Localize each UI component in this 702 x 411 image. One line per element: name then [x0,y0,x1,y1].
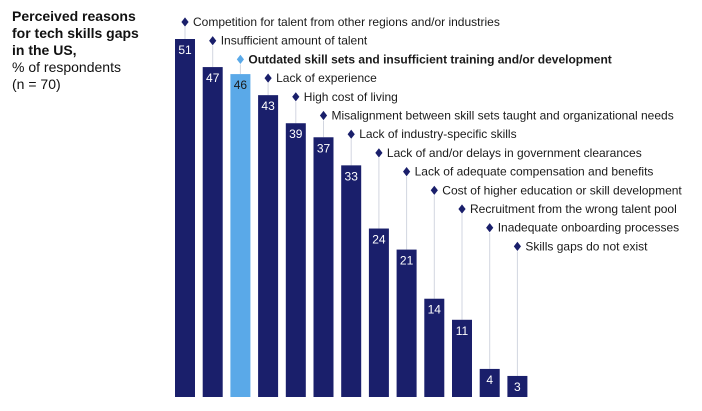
bar-value-label: 46 [234,78,248,92]
diamond-marker [236,54,244,64]
bar-value-label: 3 [514,380,521,394]
category-label: Lack of and/or delays in government clea… [387,146,642,160]
bar-value-label: 24 [372,233,386,247]
bar [424,298,445,397]
category-label: Outdated skill sets and insufficient tra… [248,52,611,66]
bar-value-label: 21 [400,254,414,268]
chart-sample-note: (n = 70) [12,76,61,92]
bar-value-label: 4 [486,373,493,387]
chart-title-line-3: in the US, [12,42,77,58]
bar [230,74,251,398]
category-label: Competition for talent from other region… [193,15,500,29]
diamond-marker [181,17,189,27]
category-label: Recruitment from the wrong talent pool [470,202,677,216]
bar [341,165,362,397]
diamond-marker [292,92,300,102]
bar [452,319,472,397]
bar-value-label: 47 [206,71,220,85]
bar [285,123,306,397]
category-label: Lack of industry-specific skills [359,127,516,141]
diamond-marker [375,148,383,158]
bar [175,39,195,397]
diamond-marker [513,241,521,251]
bar [479,368,500,397]
bar [396,249,417,397]
bar-value-label: 37 [317,141,331,155]
chart-title-line-1: Perceived reasons [12,8,136,24]
category-label: High cost of living [304,90,398,104]
category-label: Lack of experience [276,71,377,85]
bar-value-label: 43 [261,99,275,113]
chart-title-block: Perceived reasons for tech skills gaps i… [12,8,172,93]
diamond-marker [458,204,466,214]
bar-value-label: 33 [345,169,359,183]
bar [258,95,279,397]
bar-value-label: 11 [456,324,469,338]
diamond-marker [403,167,411,177]
chart-title-line-2: for tech skills gaps [12,25,139,41]
diamond-marker [264,73,272,83]
diamond-marker [347,129,355,139]
chart-subtitle: % of respondents [12,59,121,75]
category-label: Inadequate onboarding processes [498,221,679,235]
category-label: Insufficient amount of talent [221,34,368,48]
category-label: Lack of adequate compensation and benefi… [415,165,654,179]
bar [507,375,528,397]
bar-value-label: 39 [289,127,303,141]
diamond-marker [430,185,438,195]
bar-value-label: 51 [178,43,192,57]
bar [313,137,334,397]
category-label: Misalignment between skill sets taught a… [332,109,674,123]
category-label: Cost of higher education or skill develo… [442,183,682,197]
category-label: Skills gaps do not exist [525,239,648,253]
diamond-marker [209,36,217,46]
bar [202,67,223,397]
diamond-marker [486,223,494,233]
diamond-marker [319,110,328,121]
bar-value-label: 14 [428,303,442,317]
bar [368,228,389,397]
